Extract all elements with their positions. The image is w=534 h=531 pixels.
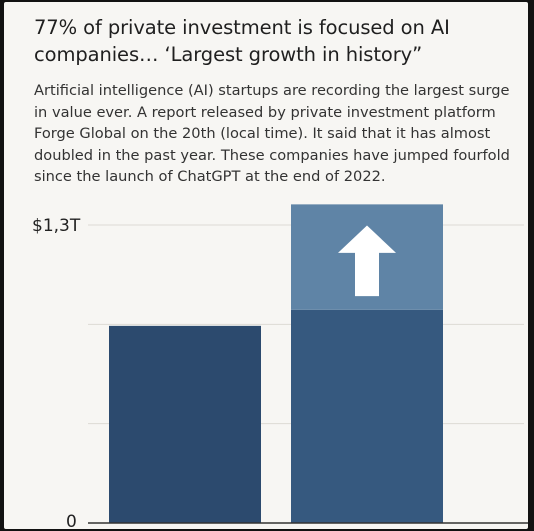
chart-card: 77% of private investment is focused on … xyxy=(4,2,528,529)
bar-1 xyxy=(109,325,261,523)
y-tick-label-zero: 0 xyxy=(66,512,77,529)
y-tick-label-top: $1,3T xyxy=(32,216,81,236)
bar-chart: $1,3T 0 xyxy=(32,204,528,529)
subtitle: Artificial intelligence (AI) startups ar… xyxy=(34,82,510,186)
headline: 77% of private investment is focused on … xyxy=(34,16,450,66)
up-arrow-icon xyxy=(338,225,396,297)
bars xyxy=(109,204,443,523)
axes: $1,3T 0 xyxy=(32,216,528,529)
bar-2 xyxy=(291,309,443,523)
annotation xyxy=(338,225,396,297)
